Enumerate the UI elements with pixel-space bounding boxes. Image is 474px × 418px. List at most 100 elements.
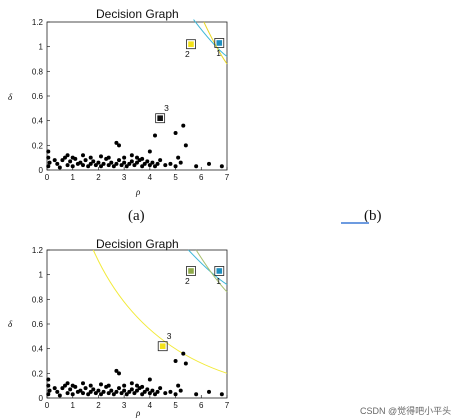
data-point xyxy=(173,359,178,363)
data-point xyxy=(142,161,147,166)
data-point xyxy=(114,368,119,373)
data-point xyxy=(93,163,98,168)
center-box xyxy=(157,341,168,352)
data-point xyxy=(117,386,121,391)
data-point xyxy=(132,163,137,168)
data-point xyxy=(65,391,70,396)
data-point xyxy=(78,160,83,165)
x-tick-label: 3 xyxy=(122,401,127,410)
data-point xyxy=(147,163,152,168)
center-box xyxy=(214,266,225,276)
data-point xyxy=(46,149,51,154)
data-point xyxy=(129,381,134,386)
data-point xyxy=(129,387,134,392)
data-point xyxy=(46,164,51,169)
data-point xyxy=(122,388,127,393)
data-point xyxy=(60,158,65,163)
data-point xyxy=(114,140,119,145)
data-point xyxy=(78,388,83,393)
watermark: CSDN @觉得吧小平头 xyxy=(360,406,452,416)
y-tick-label: 1 xyxy=(39,43,44,52)
data-point xyxy=(140,156,145,161)
data-point xyxy=(173,131,178,135)
data-point xyxy=(93,391,98,396)
data-point xyxy=(163,391,168,396)
data-point xyxy=(194,392,199,397)
data-point xyxy=(153,133,157,138)
data-point xyxy=(140,392,145,397)
y-axis-label: δ xyxy=(8,92,13,102)
data-point xyxy=(181,123,186,128)
data-point xyxy=(117,371,121,376)
data-point xyxy=(135,383,139,388)
cluster-plot-bottom-svg: -1-0.500.51-0.500.5C1C2C3 xyxy=(240,232,474,418)
y-tick-label: 0.8 xyxy=(32,67,44,76)
data-point xyxy=(114,161,119,166)
data-point xyxy=(101,161,106,166)
data-point xyxy=(47,160,52,165)
center-label: 3 xyxy=(164,103,169,113)
data-point xyxy=(129,159,134,164)
y-tick-label: 1.2 xyxy=(32,18,44,27)
data-point xyxy=(207,161,211,166)
data-point xyxy=(219,392,224,397)
data-point xyxy=(57,393,62,398)
y-tick-label: 0.2 xyxy=(32,369,44,378)
center-box xyxy=(186,266,196,276)
data-point xyxy=(127,161,132,166)
data-point xyxy=(99,164,103,169)
data-point xyxy=(111,164,116,169)
data-point xyxy=(173,164,178,169)
data-point xyxy=(109,388,114,393)
data-point xyxy=(70,155,75,160)
data-point xyxy=(55,161,60,166)
y-tick-label: 0.6 xyxy=(32,320,44,329)
x-tick-label: 3 xyxy=(122,173,127,182)
cluster-center-point xyxy=(188,268,194,274)
data-point xyxy=(81,163,85,168)
data-point xyxy=(135,155,139,160)
data-point xyxy=(88,161,93,166)
cluster-plot-top: -1-0.500.51-0.500.5C1C2 xyxy=(240,0,474,200)
data-point xyxy=(109,160,114,165)
data-point xyxy=(124,164,129,169)
data-point xyxy=(183,361,188,366)
y-axis-label: δ xyxy=(8,319,13,329)
data-point xyxy=(88,389,93,394)
x-tick-label: 7 xyxy=(225,401,230,410)
data-point xyxy=(150,160,155,165)
data-point xyxy=(57,165,62,170)
data-point xyxy=(81,381,85,386)
x-tick-label: 2 xyxy=(96,173,101,182)
data-point xyxy=(106,163,111,168)
cluster-center-point xyxy=(188,41,194,47)
data-point xyxy=(65,153,70,158)
data-point xyxy=(70,392,75,397)
decision-graph-bottom-svg: Decision Graph δ 0 1 2 3 4 5 6 7 0 0.2 0.4 0.6 0.8 1 1… xyxy=(8,237,230,418)
y-tick-label: 0.4 xyxy=(32,117,44,126)
plot-frame xyxy=(46,249,228,399)
x-tick-label: 6 xyxy=(199,173,204,182)
x-tick-label: 5 xyxy=(173,173,178,182)
data-point xyxy=(96,160,101,165)
data-point xyxy=(145,159,150,164)
data-point xyxy=(91,159,96,164)
data-point xyxy=(147,377,152,382)
data-point xyxy=(46,392,51,397)
y-tick-label: 0.4 xyxy=(32,345,44,354)
x-tick-label: 0 xyxy=(45,401,50,410)
data-point xyxy=(60,386,65,391)
cluster-center-point xyxy=(216,268,223,274)
data-point xyxy=(122,155,127,160)
y-tick-label: 0.6 xyxy=(32,92,44,101)
data-point xyxy=(106,155,111,160)
y-tick-label: 0 xyxy=(39,166,44,175)
decision-graph-top-svg: Decision Graph δ ρ 0 1 2 3 4 5 6 7 0 0.2 0.4 0.6 0.8… xyxy=(8,7,230,197)
decision-boundary-curve xyxy=(203,21,228,65)
data-point xyxy=(99,392,103,397)
data-point xyxy=(207,389,211,394)
data-point xyxy=(173,392,178,397)
decision-boundary-curve xyxy=(195,249,228,293)
data-point xyxy=(83,386,88,391)
caption-b: (b) xyxy=(364,208,382,224)
